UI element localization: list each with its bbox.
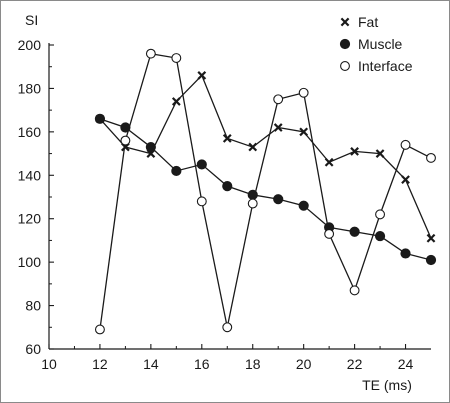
data-point-interface [298, 87, 309, 98]
y-axis-title: SI [25, 12, 38, 28]
y-tick-label: 180 [18, 80, 42, 96]
series-line-interface [99, 52, 432, 330]
axes: 60 80 100 120 140 160 180 200 10 12 14 16 18 20 22 24 SI… [18, 12, 431, 393]
data-point-interface [273, 94, 284, 105]
data-point-fat [222, 133, 232, 143]
series-markers-interface [94, 48, 436, 335]
x-tick-label: 12 [92, 356, 108, 372]
x-tick-label: 20 [296, 356, 312, 372]
data-point-interface [94, 324, 105, 335]
data-point-muscle [298, 200, 309, 211]
data-point-fat [273, 123, 283, 132]
data-point-interface [349, 285, 360, 296]
legend-label-muscle: Muscle [358, 36, 403, 52]
y-tick-label: 160 [18, 124, 42, 140]
data-point-muscle [273, 194, 284, 205]
data-point-muscle [425, 254, 437, 266]
data-point-interface [120, 135, 131, 146]
data-point-fat [401, 175, 410, 185]
x-tick-label: 14 [143, 356, 159, 372]
data-point-muscle [400, 248, 411, 259]
data-point-fat [171, 97, 181, 106]
data-point-fat [299, 127, 309, 137]
data-point-fat [197, 71, 207, 80]
data-point-muscle [120, 122, 131, 133]
data-point-fat [248, 142, 258, 152]
data-point-fat [426, 233, 436, 243]
data-point-interface [324, 228, 335, 239]
y-tick-label: 80 [25, 298, 41, 314]
data-point-interface [222, 322, 233, 333]
legend-marker-interface [340, 61, 350, 71]
data-point-fat [324, 157, 334, 167]
data-point-muscle [171, 165, 182, 177]
series-markers-muscle [94, 113, 437, 266]
legend-label-fat: Fat [358, 14, 378, 30]
x-tick-label: 22 [347, 356, 363, 372]
data-point-muscle [374, 230, 386, 242]
data-point-muscle [196, 159, 207, 170]
data-point-interface [426, 152, 436, 163]
data-point-muscle [94, 113, 106, 124]
y-tick-label: 60 [25, 341, 41, 357]
legend: Fat Muscle Interface [339, 14, 413, 74]
x-tick-label: 10 [41, 356, 57, 372]
y-tick-label: 200 [18, 37, 42, 53]
y-tick-label: 120 [18, 211, 42, 227]
data-point-interface [196, 196, 207, 207]
data-point-fat [375, 149, 385, 158]
y-tick-label: 100 [18, 254, 42, 270]
data-point-muscle [349, 226, 360, 237]
data-point-muscle [145, 141, 156, 153]
data-point-interface [400, 139, 411, 150]
x-axis-title: TE (ms) [362, 377, 412, 393]
data-point-interface [375, 209, 386, 220]
data-point-interface [145, 48, 156, 59]
x-tick-label: 24 [398, 356, 414, 372]
legend-marker-muscle [339, 38, 351, 50]
legend-label-interface: Interface [358, 58, 413, 74]
series-markers-fat [95, 71, 436, 243]
data-point-interface [247, 198, 258, 209]
legend-marker-fat [340, 17, 350, 27]
x-tick-label: 16 [194, 356, 210, 372]
x-tick-label: 18 [245, 356, 261, 372]
y-tick-label: 140 [18, 167, 42, 183]
series-lines [94, 48, 437, 335]
data-point-interface [171, 53, 182, 63]
data-point-fat [350, 147, 359, 156]
data-point-muscle [222, 181, 233, 192]
